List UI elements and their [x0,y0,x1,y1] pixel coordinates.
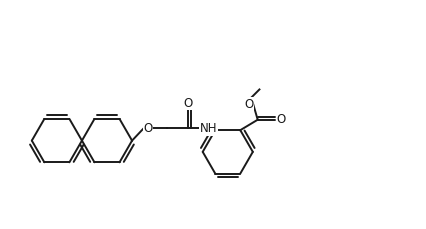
Text: NH: NH [199,122,217,135]
Text: O: O [276,113,285,126]
Text: O: O [244,98,253,111]
Text: O: O [183,96,192,109]
Text: O: O [143,122,152,135]
